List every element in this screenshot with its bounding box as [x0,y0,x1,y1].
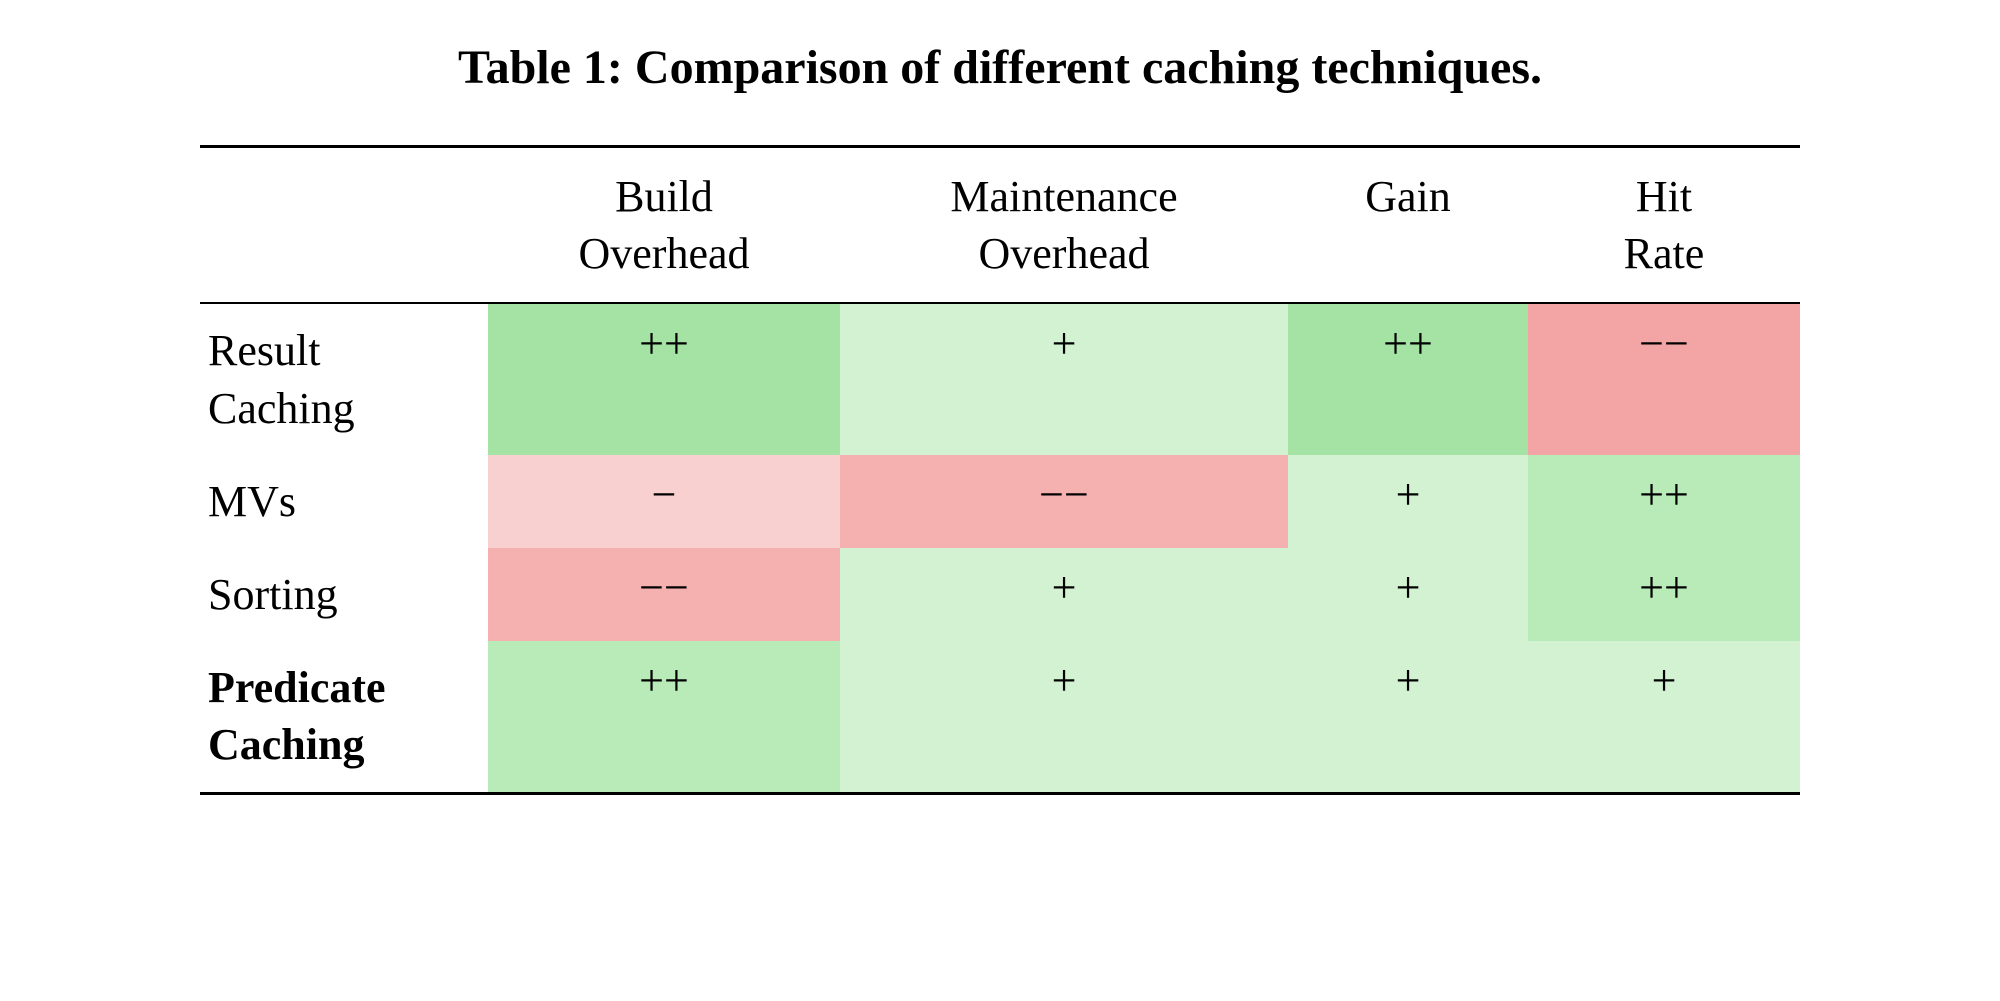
table-title: Table 1: Comparison of different caching… [200,40,1800,95]
cell-gain: + [1288,548,1528,641]
cell-hit: ++ [1528,455,1800,548]
header-maintenance-overhead: Maintenance Overhead [840,147,1288,304]
table-body: Result Caching ++ + ++ −− MVs − −− + ++ [200,303,1800,793]
cell-gain: + [1288,455,1528,548]
cell-build: ++ [488,641,840,793]
row-label-result-caching: Result Caching [200,303,488,454]
comparison-table: Build Overhead Maintenance Overhead Gain… [200,145,1800,795]
cell-build: ++ [488,303,840,454]
cell-maint: + [840,303,1288,454]
comparison-table-container: Table 1: Comparison of different caching… [200,40,1800,795]
cell-maint: + [840,548,1288,641]
table-row: Predicate Caching ++ + + + [200,641,1800,793]
cell-hit: −− [1528,303,1800,454]
cell-build: −− [488,548,840,641]
cell-gain: ++ [1288,303,1528,454]
row-label-sorting: Sorting [200,548,488,641]
header-build-overhead: Build Overhead [488,147,840,304]
cell-maint: −− [840,455,1288,548]
row-label-predicate-caching: Predicate Caching [200,641,488,793]
table-header: Build Overhead Maintenance Overhead Gain… [200,147,1800,304]
header-row: Build Overhead Maintenance Overhead Gain… [200,147,1800,304]
cell-build: − [488,455,840,548]
header-gain: Gain [1288,147,1528,304]
cell-hit: + [1528,641,1800,793]
header-hit-rate: Hit Rate [1528,147,1800,304]
row-label-mvs: MVs [200,455,488,548]
cell-maint: + [840,641,1288,793]
table-row: Sorting −− + + ++ [200,548,1800,641]
table-row: MVs − −− + ++ [200,455,1800,548]
table-row: Result Caching ++ + ++ −− [200,303,1800,454]
cell-hit: ++ [1528,548,1800,641]
header-technique [200,147,488,304]
cell-gain: + [1288,641,1528,793]
